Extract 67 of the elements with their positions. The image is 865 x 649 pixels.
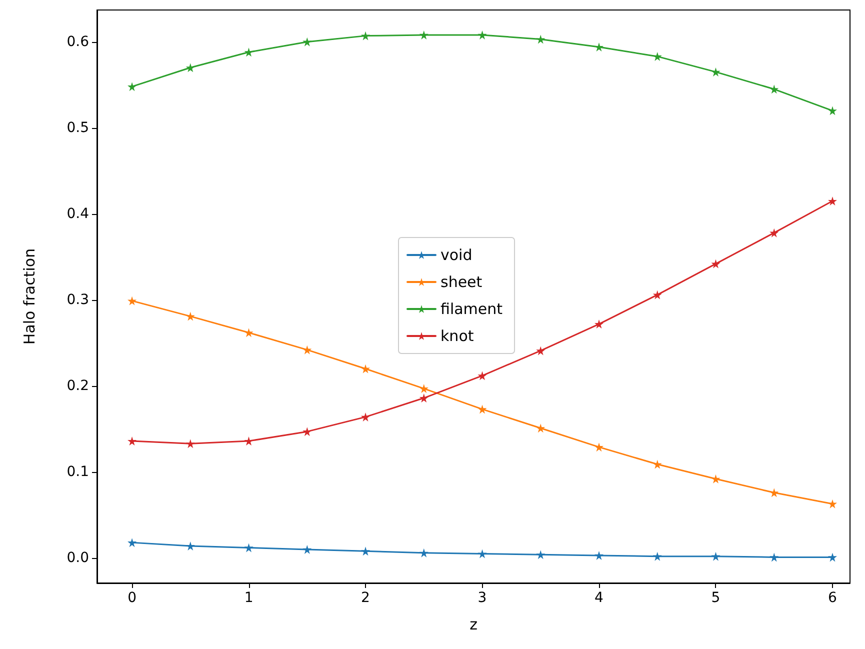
point bbox=[770, 84, 779, 94]
point bbox=[536, 550, 546, 560]
point bbox=[186, 439, 195, 448]
point bbox=[419, 394, 428, 403]
point bbox=[478, 549, 487, 558]
point bbox=[244, 543, 254, 552]
point bbox=[478, 371, 487, 380]
y-tick-label: 0.6 bbox=[66, 34, 90, 50]
point bbox=[594, 550, 604, 560]
point bbox=[536, 346, 546, 356]
point bbox=[652, 52, 662, 61]
point bbox=[419, 384, 428, 394]
point bbox=[711, 67, 720, 76]
x-tick-label: 6 bbox=[828, 590, 838, 606]
point bbox=[770, 488, 779, 498]
point bbox=[478, 30, 487, 40]
point bbox=[302, 37, 312, 46]
point bbox=[536, 424, 546, 433]
y-tick-label: 0.2 bbox=[66, 378, 89, 394]
point bbox=[361, 364, 370, 374]
point bbox=[478, 404, 487, 414]
x-tick-label: 0 bbox=[128, 590, 136, 606]
point bbox=[711, 259, 720, 268]
point bbox=[770, 552, 779, 562]
point bbox=[828, 106, 837, 116]
x-tick-label: 1 bbox=[244, 590, 254, 606]
point bbox=[594, 320, 604, 329]
point bbox=[244, 328, 254, 338]
point bbox=[770, 228, 779, 238]
x-tick-label: 2 bbox=[361, 590, 370, 606]
x-axis-title: z bbox=[470, 616, 478, 634]
point bbox=[828, 552, 837, 562]
point bbox=[361, 31, 370, 40]
point bbox=[128, 82, 137, 92]
point bbox=[186, 542, 195, 551]
point bbox=[536, 34, 546, 44]
point bbox=[419, 548, 428, 558]
x-tick-label: 3 bbox=[478, 590, 487, 606]
point bbox=[128, 436, 137, 446]
point bbox=[186, 63, 195, 72]
legend-label: knot bbox=[440, 327, 474, 345]
point bbox=[828, 196, 837, 206]
y-tick-label: 0.0 bbox=[66, 550, 89, 566]
y-tick-label: 0.3 bbox=[66, 292, 89, 308]
y-tick-label: 0.5 bbox=[66, 120, 89, 136]
point bbox=[302, 544, 312, 554]
point bbox=[128, 538, 137, 548]
point bbox=[594, 442, 604, 452]
point bbox=[302, 345, 312, 354]
point bbox=[652, 552, 662, 561]
point bbox=[419, 30, 428, 40]
point bbox=[361, 412, 370, 422]
y-tick-label: 0.1 bbox=[66, 464, 89, 480]
legend-label: sheet bbox=[440, 273, 482, 291]
point bbox=[652, 460, 662, 469]
legend-label: void bbox=[440, 246, 472, 264]
y-tick-label: 0.4 bbox=[66, 206, 90, 222]
point bbox=[361, 546, 370, 556]
y-axis-title: Halo fraction bbox=[20, 248, 38, 345]
legend-label: filament bbox=[440, 300, 503, 318]
point bbox=[711, 552, 720, 561]
point bbox=[711, 474, 720, 484]
x-tick-label: 5 bbox=[711, 590, 720, 606]
point bbox=[302, 427, 312, 436]
x-tick-label: 4 bbox=[594, 590, 604, 606]
point bbox=[652, 290, 662, 300]
point bbox=[128, 296, 137, 306]
